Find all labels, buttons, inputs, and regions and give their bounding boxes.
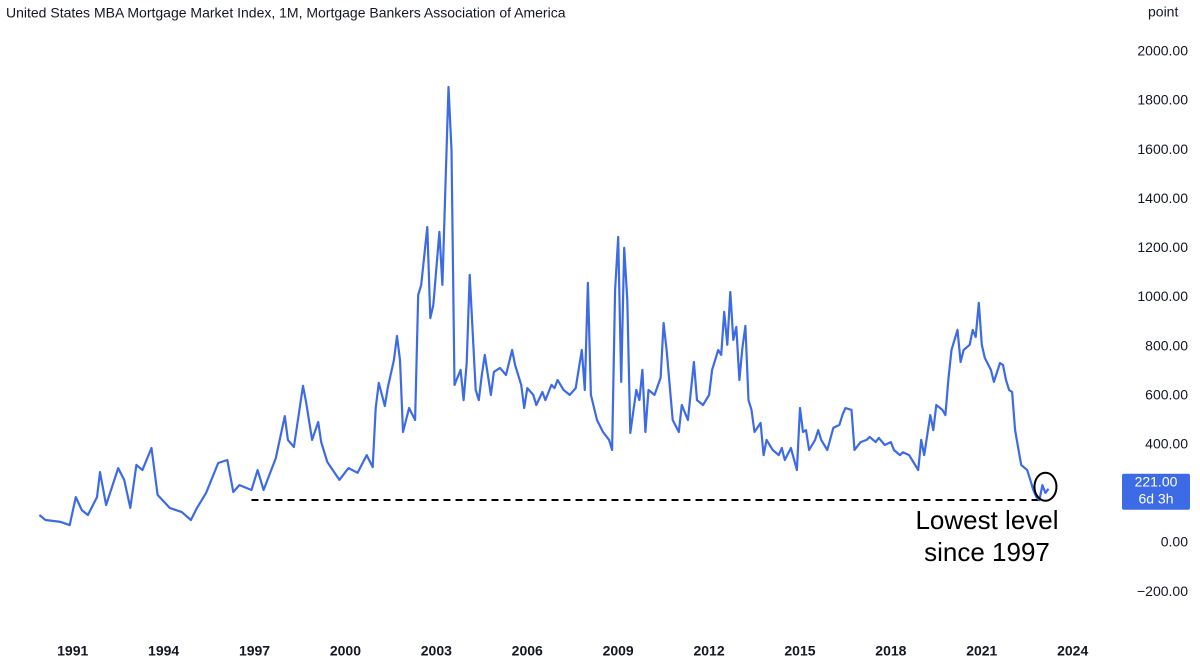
x-tick-label: 2000 xyxy=(330,643,361,659)
annotation-text: since 1997 xyxy=(924,537,1050,567)
data-line xyxy=(38,85,1050,527)
y-tick-label: 1000.00 xyxy=(1137,288,1188,304)
x-tick-label: 2021 xyxy=(966,643,997,659)
x-tick-label: 2012 xyxy=(693,643,724,659)
y-tick-label: 1600.00 xyxy=(1137,141,1188,157)
x-tick-label: 2018 xyxy=(875,643,906,659)
x-tick-label: 2015 xyxy=(784,643,815,659)
y-tick-label: 800.00 xyxy=(1145,337,1188,353)
x-tick-label: 1997 xyxy=(239,643,270,659)
annotation-text: Lowest level xyxy=(915,505,1058,535)
last-value-badge xyxy=(1122,473,1190,510)
x-tick-label: 1994 xyxy=(148,643,179,659)
y-tick-label: 1400.00 xyxy=(1137,190,1188,206)
y-tick-label: 600.00 xyxy=(1145,386,1188,402)
last-value-label: 221.00 xyxy=(1135,473,1178,489)
y-tick-label: 1800.00 xyxy=(1137,92,1188,108)
highlight-circle xyxy=(1033,471,1058,502)
countdown-label: 6d 3h xyxy=(1138,490,1173,506)
chart-title: United States MBA Mortgage Market Index,… xyxy=(6,5,566,21)
y-tick-label: −200.00 xyxy=(1137,583,1188,599)
y-tick-label: 0.00 xyxy=(1161,534,1188,550)
x-tick-label: 2006 xyxy=(512,643,543,659)
x-tick-label: 2009 xyxy=(603,643,634,659)
y-tick-label: 1200.00 xyxy=(1137,239,1188,255)
y-tick-label: 2000.00 xyxy=(1137,43,1188,59)
x-tick-label: 2003 xyxy=(421,643,452,659)
y-axis-label: point xyxy=(1148,4,1178,20)
x-tick-label: 2024 xyxy=(1057,643,1088,659)
y-tick-label: 400.00 xyxy=(1145,436,1188,452)
x-tick-label: 1991 xyxy=(57,643,88,659)
